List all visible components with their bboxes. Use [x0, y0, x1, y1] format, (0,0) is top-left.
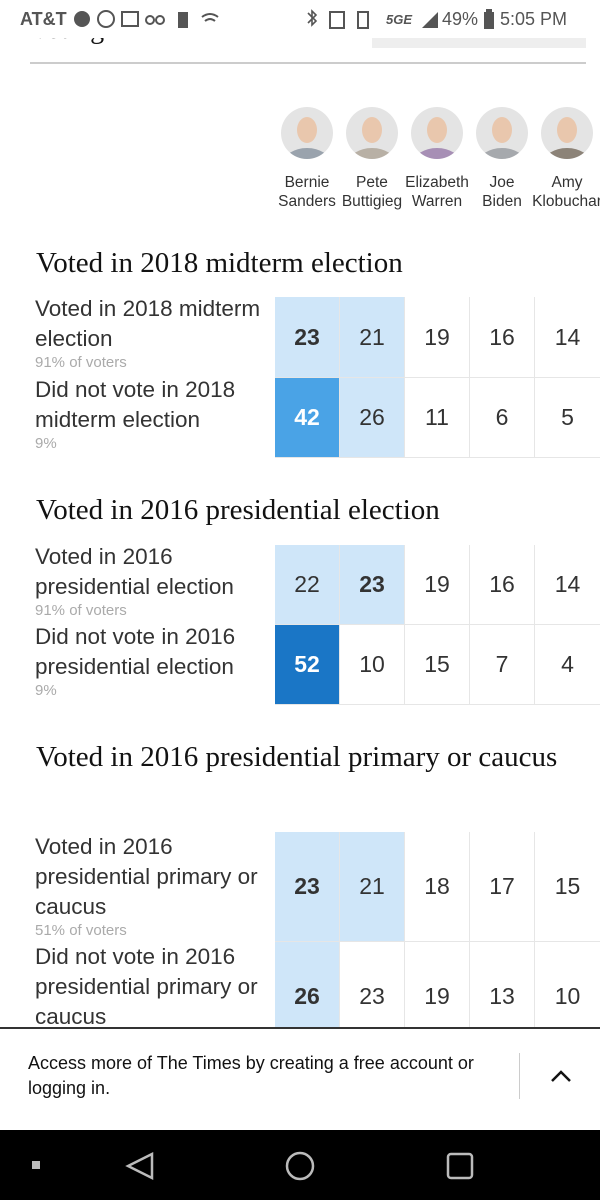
- candidate-photo: [346, 107, 398, 159]
- table-cell: 19: [405, 297, 470, 378]
- table-cell: 26: [340, 378, 405, 458]
- row-label: Did not vote in 2016 presidential primar…: [35, 942, 273, 1032]
- signup-banner: Access more of The Times by creating a f…: [0, 1027, 600, 1130]
- row-share: 91% of voters: [35, 602, 127, 619]
- candidate-photo: [476, 107, 528, 159]
- table-cell: 14: [535, 297, 600, 378]
- row-label: Did not vote in 2016 presidential electi…: [35, 622, 273, 700]
- table-cell: 16: [470, 545, 535, 625]
- row-label: Voted in 2016 presidential election 91% o…: [35, 542, 273, 620]
- row-label-text: Did not vote in 2016 presidential primar…: [35, 944, 258, 1029]
- first-name: Joe: [489, 174, 515, 191]
- table-cell: 14: [535, 545, 600, 625]
- table-cell: 19: [405, 545, 470, 625]
- expand-button[interactable]: [548, 1067, 574, 1085]
- candidate-photo: [411, 107, 463, 159]
- first-name: Elizabeth: [405, 174, 469, 191]
- candidate-photo: [541, 107, 593, 159]
- last-name: Sanders: [278, 193, 336, 210]
- section-title: Voted in 2018 midterm election: [36, 247, 403, 279]
- table-cell: 42: [275, 378, 340, 458]
- first-name: Bernie: [284, 174, 330, 191]
- back-button[interactable]: [125, 1151, 154, 1181]
- candidate-name: Pete Buttigieg: [332, 173, 412, 211]
- battery-level: 49%: [442, 9, 479, 29]
- row-label: Did not vote in 2018 midterm election 9%: [35, 375, 273, 453]
- table-cell: 22: [275, 545, 340, 625]
- row-label-text: Did not vote in 2018 midterm election: [35, 377, 236, 432]
- row-label-text: Did not vote in 2016 presidential electi…: [35, 624, 236, 679]
- menu-dot[interactable]: [32, 1161, 40, 1169]
- section-title: Voted in 2016 presidential election: [36, 494, 440, 526]
- banner-text[interactable]: Access more of The Times by creating a f…: [28, 1053, 474, 1098]
- table-cell: 11: [405, 378, 470, 458]
- table-cell: 23: [340, 545, 405, 625]
- table-cell: 15: [535, 832, 600, 942]
- system-icons: [307, 9, 369, 29]
- candidate-name: Joe Biden: [462, 173, 542, 211]
- table-cell: 17: [470, 832, 535, 942]
- table-cell: 52: [275, 625, 340, 705]
- row-share: 91% of voters: [35, 354, 127, 371]
- row-share: 9%: [35, 435, 57, 452]
- banner-divider: [519, 1053, 520, 1099]
- last-name: Buttigieg: [341, 193, 403, 210]
- table-cell: 21: [340, 297, 405, 378]
- network: 5GE: [386, 12, 413, 27]
- last-name: Klobuchar: [532, 193, 600, 210]
- carrier: AT&T: [20, 9, 67, 29]
- notification-icons: [74, 10, 219, 28]
- table-cell: 7: [470, 625, 535, 705]
- table-cell: 23: [275, 832, 340, 942]
- nav-bar: [0, 1130, 600, 1200]
- battery-icon: [484, 9, 494, 29]
- table-cell: 23: [275, 297, 340, 378]
- first-name: Amy: [551, 174, 583, 191]
- candidate-name: Amy Klobuchar: [527, 173, 600, 211]
- home-button[interactable]: [285, 1151, 315, 1181]
- row-label-text: Voted in 2018 midterm election: [35, 296, 261, 351]
- recents-button[interactable]: [446, 1152, 474, 1180]
- row-label: Voted in 2018 midterm election 91% of vot…: [35, 294, 273, 372]
- table-cell: 10: [340, 625, 405, 705]
- divider: [30, 62, 586, 64]
- table-cell: 5: [535, 378, 600, 458]
- row-share: 9%: [35, 682, 57, 699]
- section-title: Voted in 2016 presidential primary or ca…: [36, 741, 558, 773]
- table-cell: 4: [535, 625, 600, 705]
- table-cell: 6: [470, 378, 535, 458]
- table-cell: 16: [470, 297, 535, 378]
- candidate-photo: [281, 107, 333, 159]
- table-cell: 15: [405, 625, 470, 705]
- clock: 5:05 PM: [500, 9, 568, 29]
- table-cell: 18: [405, 832, 470, 942]
- signal: [422, 12, 438, 28]
- row-label: Voted in 2016 presidential primary or ca…: [35, 832, 273, 940]
- table-cell: 21: [340, 832, 405, 942]
- row-share: 51% of voters: [35, 922, 127, 939]
- first-name: Pete: [356, 174, 388, 191]
- last-name: Biden: [482, 193, 522, 210]
- row-label-text: Voted in 2016 presidential election: [35, 544, 234, 599]
- candidate-name: Elizabeth Warren: [397, 173, 477, 211]
- status-bar: AT&T 5GE 49% 5:05 PM: [0, 0, 600, 38]
- row-label-text: Voted in 2016 presidential primary or ca…: [35, 834, 258, 919]
- last-name: Warren: [411, 193, 463, 210]
- candidate-name: Bernie Sanders: [267, 173, 347, 211]
